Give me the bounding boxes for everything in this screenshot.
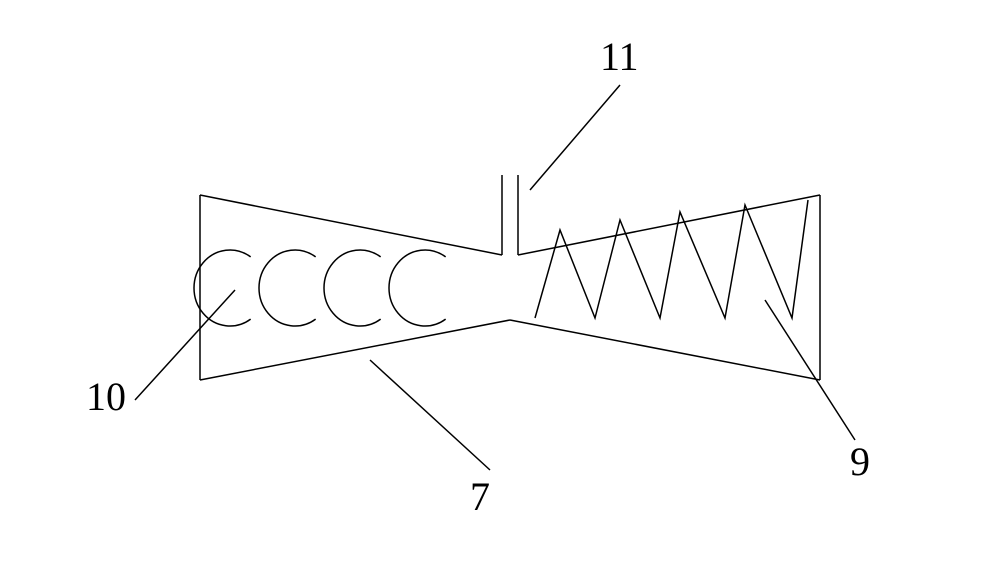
label-7: 7: [470, 474, 490, 519]
label-9: 9: [850, 439, 870, 484]
leader-line-10: [135, 290, 235, 400]
body-top-right-slope: [518, 195, 820, 255]
ball-2: [259, 250, 316, 326]
ball-4: [389, 250, 446, 326]
body-bottom-left-slope: [200, 320, 510, 380]
body-top-left-slope: [200, 195, 502, 255]
leader-line-7: [370, 360, 490, 470]
spring-zigzag: [535, 200, 808, 318]
ball-1: [194, 250, 251, 326]
ball-3: [324, 250, 381, 326]
leader-line-9: [765, 300, 855, 440]
label-11: 11: [600, 34, 639, 79]
leader-line-11: [530, 85, 620, 190]
body-bottom-right-slope: [510, 320, 820, 380]
label-10: 10: [86, 374, 126, 419]
diagram-canvas: 11 10 7 9: [0, 0, 1000, 572]
